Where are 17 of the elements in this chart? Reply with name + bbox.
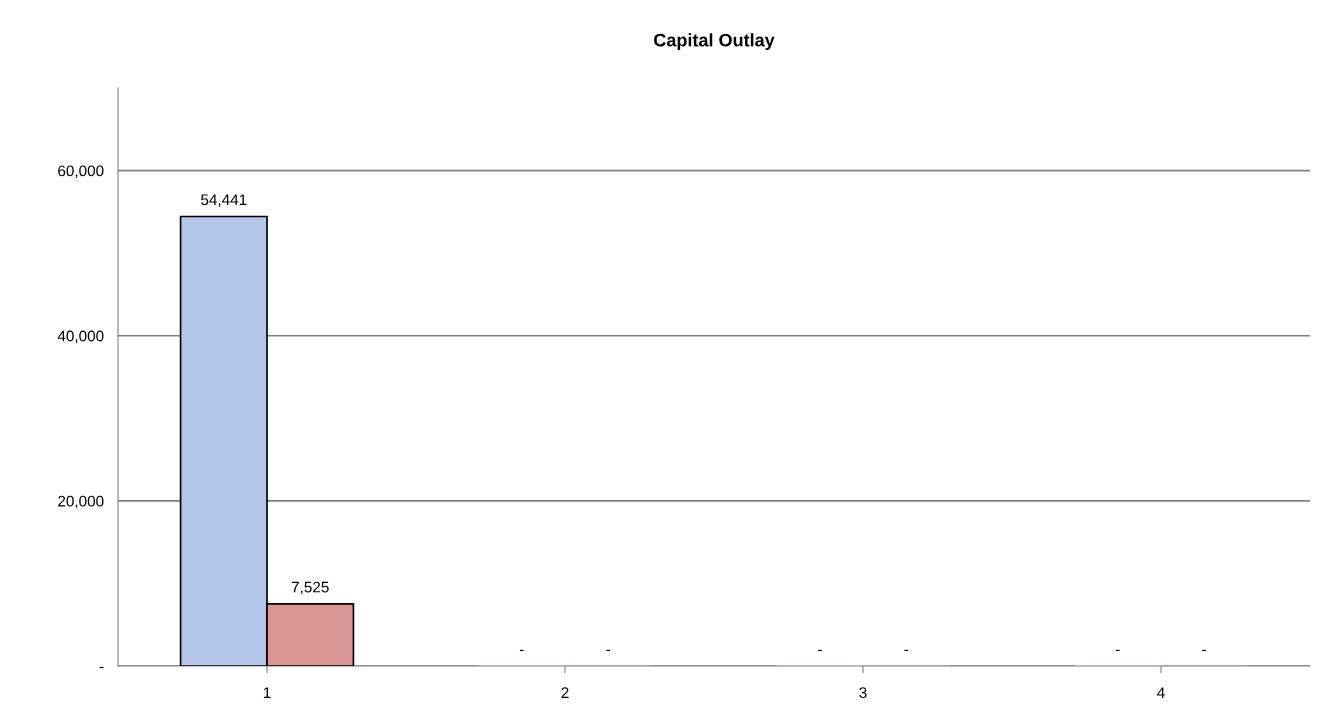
x-tick-label: 3 <box>859 687 867 699</box>
x-tick-label: 4 <box>1157 687 1165 698</box>
x-tick-label: 1 <box>263 687 271 698</box>
data-label: - <box>817 649 822 652</box>
data-label: - <box>1202 649 1207 652</box>
data-label: - <box>519 649 524 652</box>
data-label: - <box>904 649 909 652</box>
y-tick-label: 20,000 <box>58 495 104 509</box>
x-tick-label: 2 <box>561 687 569 698</box>
y-tick-label: 60,000 <box>58 165 104 179</box>
data-label: - <box>606 649 611 652</box>
data-label: - <box>1115 649 1120 652</box>
chart-title: Capital Outlay <box>654 33 775 51</box>
data-label: 54,441 <box>201 194 247 207</box>
y-tick-label: - <box>99 666 104 669</box>
y-tick-label: 40,000 <box>57 330 104 344</box>
data-label: 7,525 <box>291 581 329 595</box>
